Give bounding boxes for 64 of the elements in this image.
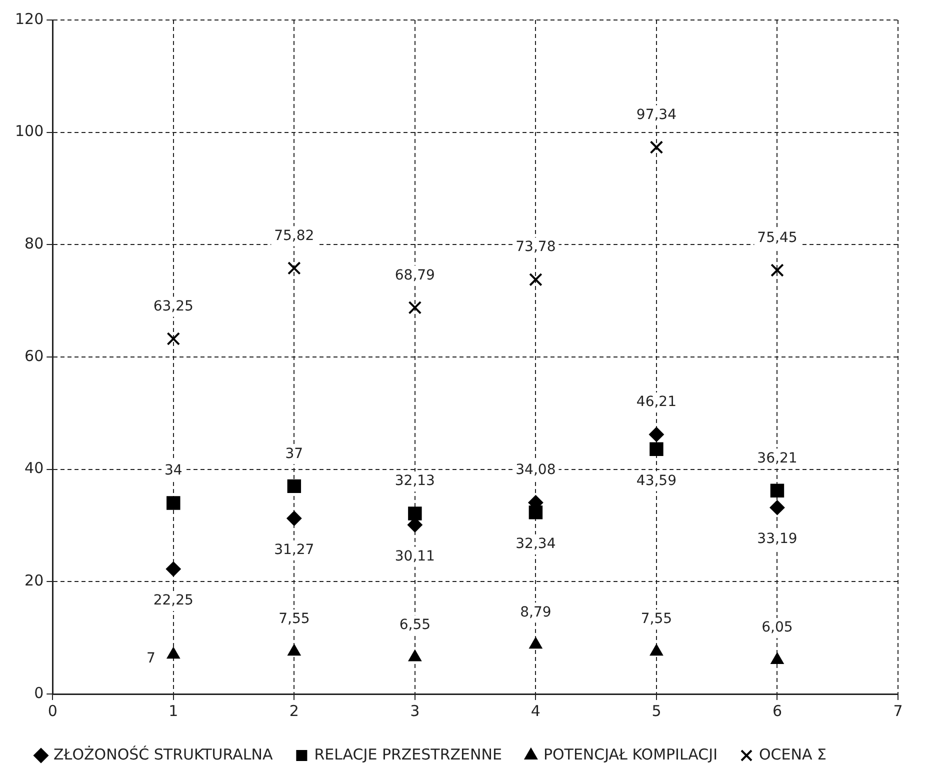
point <box>529 637 542 649</box>
legend-label: POTENCJAŁ KOMPILACJI <box>543 745 718 764</box>
point <box>770 652 784 664</box>
y-tick-label: 40 <box>24 459 44 478</box>
y-tick-label: 100 <box>14 122 44 140</box>
x-tick-label: 0 <box>48 702 58 720</box>
y-tick-label: 120 <box>14 10 44 28</box>
point <box>286 510 302 526</box>
x-tick-label: 7 <box>893 702 903 720</box>
point <box>650 442 664 456</box>
point <box>650 644 664 656</box>
point <box>408 650 422 662</box>
legend-label: RELACJE PRZESTRZENNE <box>314 745 502 764</box>
point <box>770 484 784 498</box>
point <box>648 426 664 442</box>
point <box>166 496 180 510</box>
point <box>166 332 180 346</box>
point <box>650 140 664 154</box>
point <box>166 647 180 659</box>
x-tick-label: 6 <box>772 702 782 720</box>
legend-label: OCENA Σ <box>759 745 826 764</box>
data-label: 32,34 <box>516 536 556 552</box>
data-label: 36,21 <box>757 450 798 466</box>
x-tick-label: 4 <box>530 702 540 720</box>
data-label: 73,78 <box>516 239 556 256</box>
data-label: 43,59 <box>636 472 677 489</box>
data-label: 6,55 <box>399 616 431 633</box>
point <box>287 479 302 494</box>
data-label: 97,34 <box>636 106 677 123</box>
data-label: 34,08 <box>516 462 556 478</box>
data-label: 8,79 <box>520 604 552 620</box>
data-label: 68,79 <box>394 267 435 284</box>
x-tick-label: 5 <box>652 702 662 720</box>
y-tick-label: 80 <box>24 234 44 253</box>
data-label: 7,55 <box>640 611 672 628</box>
data-label: 33,19 <box>757 531 798 548</box>
data-label: 31,27 <box>274 542 314 558</box>
data-label: 37 <box>285 446 304 462</box>
x-tick-label: 3 <box>410 702 420 720</box>
point <box>288 261 301 275</box>
point <box>288 644 301 656</box>
point <box>770 264 784 277</box>
data-label: 6,05 <box>762 620 793 636</box>
data-label: 75,82 <box>274 228 314 244</box>
point <box>166 562 181 577</box>
point <box>529 272 542 286</box>
point <box>770 500 785 516</box>
data-label: 7,55 <box>278 611 310 628</box>
data-label: 22,25 <box>153 592 194 609</box>
y-tick-label: 60 <box>24 346 44 365</box>
data-label: 46,21 <box>636 394 677 410</box>
data-label: 34 <box>164 462 182 479</box>
data-label: 75,45 <box>757 230 798 246</box>
legend-label: ZŁOŻONOŚĆ STRUKTURALNA <box>54 745 274 764</box>
point <box>408 300 422 314</box>
data-label: 30,11 <box>394 548 435 565</box>
x-tick-label: 1 <box>168 702 178 720</box>
y-tick-label: 20 <box>24 572 44 590</box>
data-label: 32,13 <box>394 473 435 490</box>
data-label: 7 <box>146 650 156 666</box>
data-label: 63,25 <box>153 298 194 314</box>
point <box>408 506 422 520</box>
y-tick-label: 0 <box>34 684 44 702</box>
x-tick-label: 2 <box>289 702 299 720</box>
